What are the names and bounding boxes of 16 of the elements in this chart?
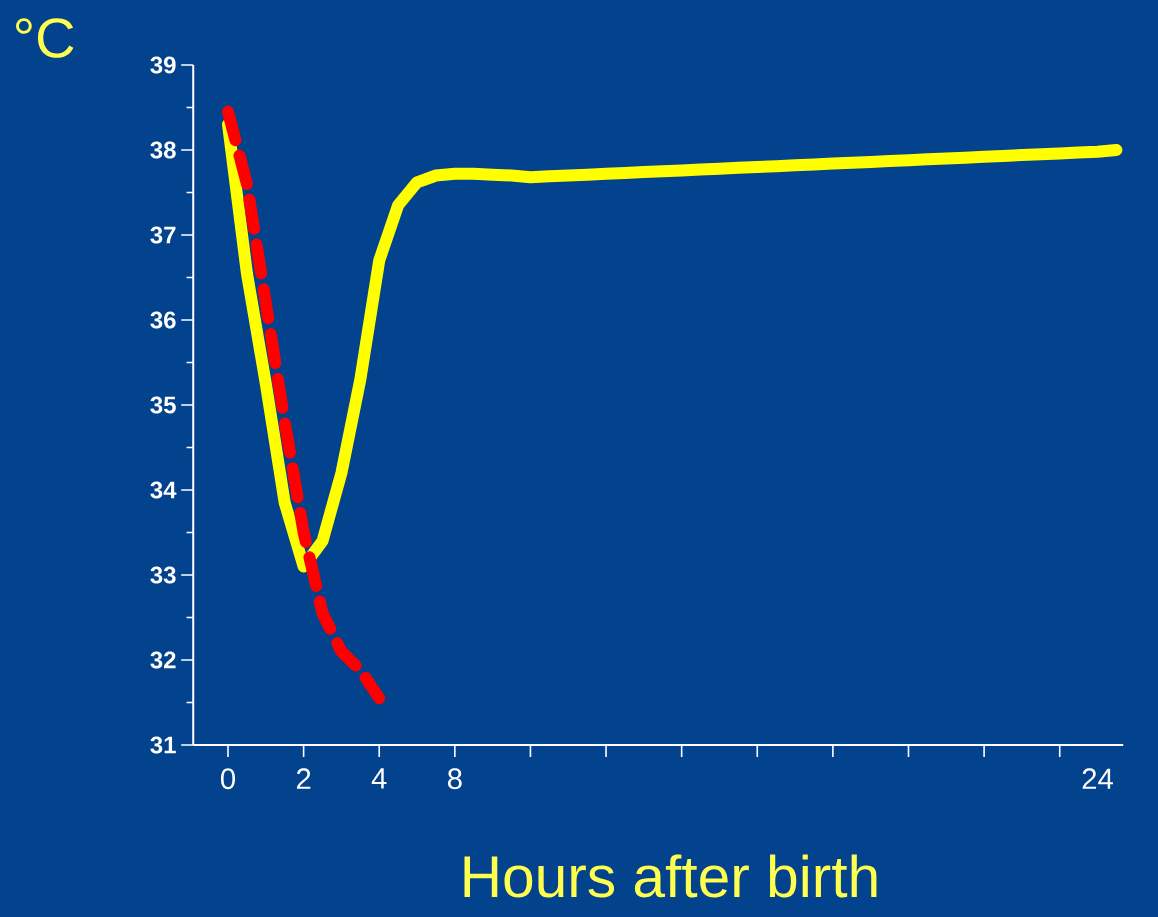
x-axis-title: Hours after birth [464, 854, 877, 898]
x-tick-label: 8 [447, 768, 462, 790]
x-tick-label: 24 [1082, 768, 1113, 789]
y-tick-label: 38 [150, 141, 176, 159]
y-tick-label: 39 [150, 56, 176, 74]
y-tick-label: 34 [150, 481, 177, 499]
y-tick-label: 35 [150, 396, 176, 414]
y-tick-label: 33 [150, 566, 176, 584]
y-tick-label: 31 [150, 736, 176, 754]
y-axis-title: °C [16, 18, 74, 58]
x-tick-label: 2 [296, 768, 311, 789]
x-tick-label: 4 [371, 768, 387, 789]
x-tick-label: 0 [221, 768, 236, 790]
y-tick-label: 32 [150, 651, 176, 669]
y-tick-label: 36 [150, 311, 176, 329]
y-tick-label: 37 [150, 226, 176, 244]
